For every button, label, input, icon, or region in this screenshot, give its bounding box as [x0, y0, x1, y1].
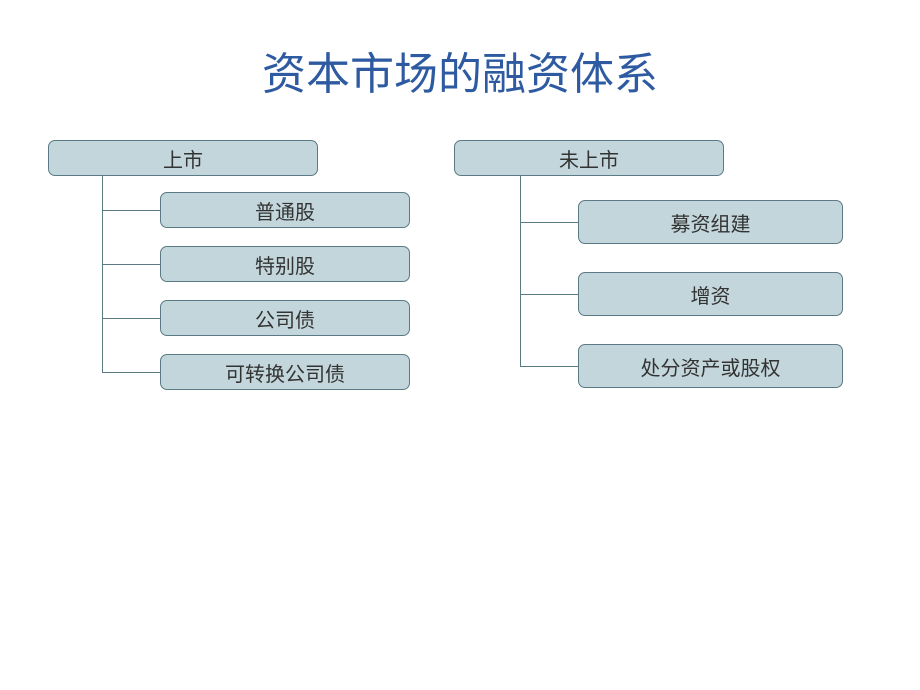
connector-left-h-1 [102, 264, 160, 265]
connector-right-h-0 [520, 222, 578, 223]
connector-right-h-2 [520, 366, 578, 367]
connector-right-h-1 [520, 294, 578, 295]
node-right-child-0: 募资组建 [578, 200, 843, 244]
connector-left-h-0 [102, 210, 160, 211]
node-left-parent: 上市 [48, 140, 318, 176]
node-left-child-1: 特别股 [160, 246, 410, 282]
node-right-child-1: 增资 [578, 272, 843, 316]
node-left-child-0: 普通股 [160, 192, 410, 228]
connector-left-vertical [102, 176, 103, 372]
connector-left-h-2 [102, 318, 160, 319]
page-title: 资本市场的融资体系 [0, 38, 920, 102]
node-right-parent: 未上市 [454, 140, 724, 176]
node-left-child-2: 公司债 [160, 300, 410, 336]
connector-left-h-3 [102, 372, 160, 373]
connector-right-vertical [520, 176, 521, 366]
node-left-child-3: 可转换公司债 [160, 354, 410, 390]
node-right-child-2: 处分资产或股权 [578, 344, 843, 388]
